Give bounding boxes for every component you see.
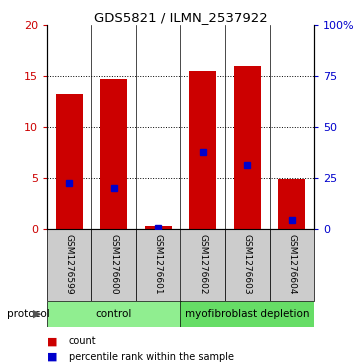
Text: ■: ■ (47, 352, 57, 362)
Text: control: control (96, 309, 132, 319)
Bar (136, 229, 180, 301)
Text: ▶: ▶ (32, 309, 41, 319)
Text: GSM1276604: GSM1276604 (287, 234, 296, 295)
Bar (225, 229, 270, 301)
Text: GSM1276599: GSM1276599 (65, 234, 74, 295)
Bar (91, 229, 136, 301)
Text: ■: ■ (47, 337, 57, 346)
Bar (180, 229, 225, 301)
Bar (270, 229, 314, 301)
Text: protocol: protocol (7, 309, 50, 319)
Text: GSM1276602: GSM1276602 (198, 234, 207, 295)
Bar (56, 94, 83, 229)
Bar (190, 71, 216, 229)
Text: GSM1276603: GSM1276603 (243, 234, 252, 295)
Bar (47, 229, 91, 301)
Bar (278, 179, 305, 229)
Text: GSM1276600: GSM1276600 (109, 234, 118, 295)
Bar (47, 301, 180, 327)
Bar (145, 226, 171, 229)
Bar (100, 79, 127, 229)
Text: count: count (69, 337, 96, 346)
Text: GSM1276601: GSM1276601 (154, 234, 163, 295)
Bar (234, 66, 261, 229)
Text: myofibroblast depletion: myofibroblast depletion (185, 309, 309, 319)
Bar (180, 301, 314, 327)
Text: percentile rank within the sample: percentile rank within the sample (69, 352, 234, 362)
Title: GDS5821 / ILMN_2537922: GDS5821 / ILMN_2537922 (93, 11, 268, 24)
